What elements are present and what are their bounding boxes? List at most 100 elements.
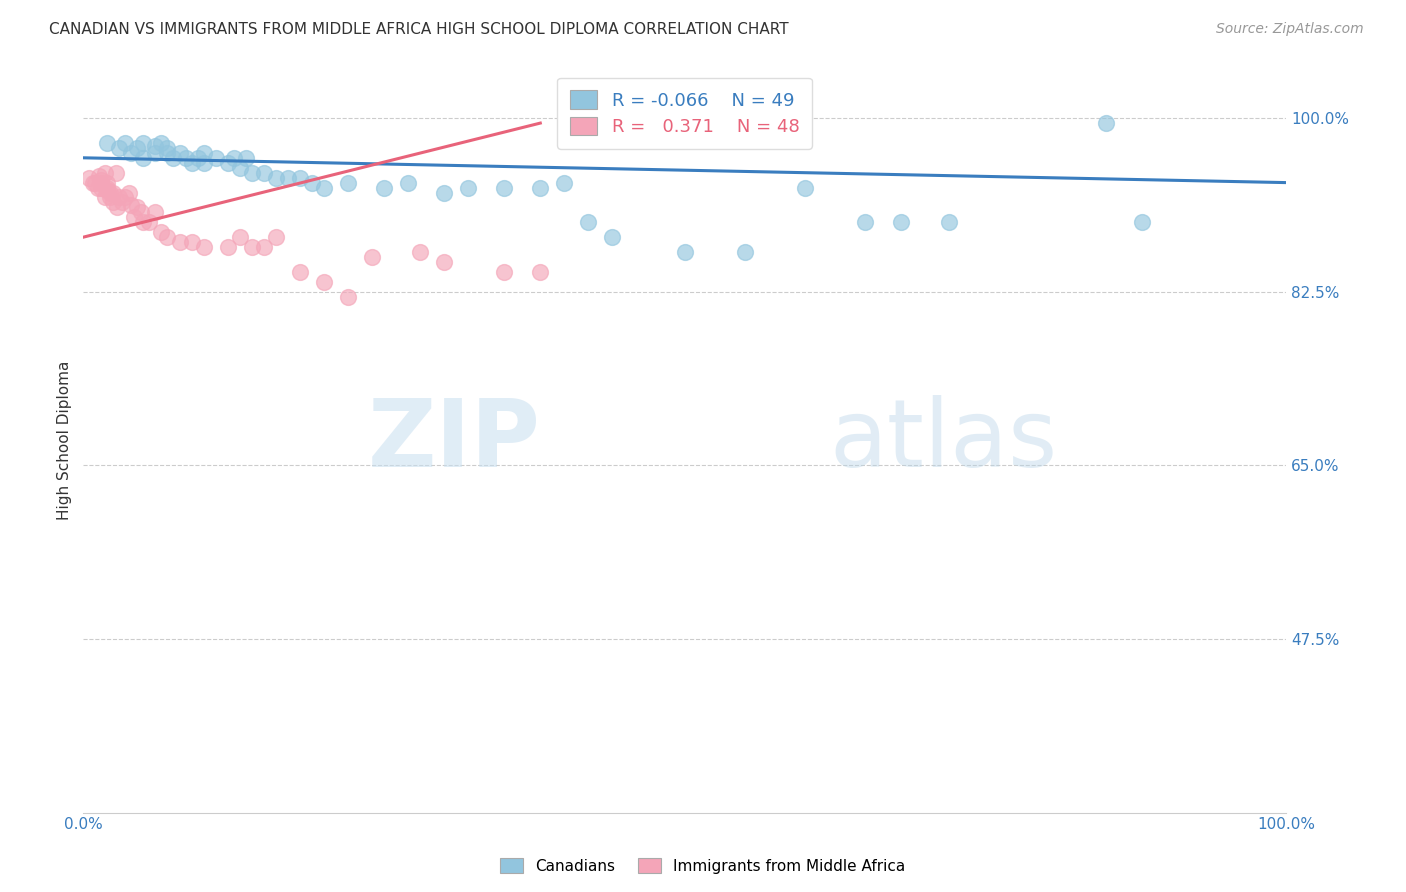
- Point: [132, 215, 155, 229]
- Point: [673, 245, 696, 260]
- Point: [145, 139, 167, 153]
- Point: [193, 145, 215, 160]
- Point: [553, 176, 575, 190]
- Point: [433, 255, 456, 269]
- Point: [156, 145, 179, 160]
- Point: [336, 290, 359, 304]
- Point: [1094, 116, 1116, 130]
- Point: [240, 240, 263, 254]
- Point: [240, 166, 263, 180]
- Point: [253, 166, 276, 180]
- Point: [129, 205, 152, 219]
- Point: [890, 215, 912, 229]
- Point: [264, 170, 287, 185]
- Point: [114, 136, 136, 150]
- Point: [529, 265, 551, 279]
- Point: [104, 166, 127, 180]
- Text: CANADIAN VS IMMIGRANTS FROM MIDDLE AFRICA HIGH SCHOOL DIPLOMA CORRELATION CHART: CANADIAN VS IMMIGRANTS FROM MIDDLE AFRIC…: [49, 22, 789, 37]
- Point: [217, 155, 239, 169]
- Point: [336, 176, 359, 190]
- Point: [96, 136, 118, 150]
- Point: [114, 190, 136, 204]
- Point: [145, 145, 167, 160]
- Point: [111, 195, 134, 210]
- Point: [734, 245, 756, 260]
- Point: [145, 205, 167, 219]
- Point: [120, 198, 142, 212]
- Point: [361, 250, 384, 264]
- Point: [494, 180, 516, 194]
- Point: [150, 225, 173, 239]
- Point: [494, 265, 516, 279]
- Point: [79, 170, 101, 185]
- Point: [127, 141, 149, 155]
- Point: [204, 151, 226, 165]
- Point: [105, 201, 128, 215]
- Point: [120, 145, 142, 160]
- Point: [433, 186, 456, 200]
- Point: [312, 180, 335, 194]
- Point: [187, 151, 209, 165]
- Y-axis label: High School Diploma: High School Diploma: [58, 361, 72, 520]
- Point: [94, 166, 117, 180]
- Point: [288, 170, 311, 185]
- Point: [457, 180, 479, 194]
- Point: [235, 151, 257, 165]
- Point: [103, 186, 125, 200]
- Point: [222, 151, 245, 165]
- Point: [264, 230, 287, 244]
- Text: atlas: atlas: [830, 394, 1057, 486]
- Point: [1130, 215, 1153, 229]
- Point: [118, 186, 141, 200]
- Point: [180, 155, 202, 169]
- Point: [312, 275, 335, 289]
- Point: [138, 215, 160, 229]
- Point: [193, 155, 215, 169]
- Point: [253, 240, 276, 254]
- Point: [84, 176, 107, 190]
- Point: [98, 186, 121, 200]
- Point: [193, 240, 215, 254]
- Point: [162, 151, 184, 165]
- Point: [217, 240, 239, 254]
- Point: [180, 235, 202, 249]
- Point: [301, 176, 323, 190]
- Point: [96, 176, 118, 190]
- Point: [98, 190, 121, 204]
- Point: [96, 180, 118, 194]
- Point: [373, 180, 395, 194]
- Point: [853, 215, 876, 229]
- Point: [108, 141, 131, 155]
- Point: [228, 230, 250, 244]
- Point: [169, 145, 191, 160]
- Point: [122, 211, 145, 225]
- Point: [169, 235, 191, 249]
- Point: [578, 215, 600, 229]
- Point: [103, 195, 125, 210]
- Point: [127, 201, 149, 215]
- Point: [96, 182, 118, 196]
- Point: [82, 176, 104, 190]
- Point: [602, 230, 624, 244]
- Point: [156, 141, 179, 155]
- Point: [156, 230, 179, 244]
- Point: [793, 180, 815, 194]
- Point: [94, 190, 117, 204]
- Point: [529, 180, 551, 194]
- Point: [174, 151, 197, 165]
- Legend: R = -0.066    N = 49, R =   0.371    N = 48: R = -0.066 N = 49, R = 0.371 N = 48: [557, 78, 811, 149]
- Text: ZIP: ZIP: [367, 394, 540, 486]
- Point: [396, 176, 419, 190]
- Point: [90, 180, 112, 194]
- Point: [288, 265, 311, 279]
- Text: Source: ZipAtlas.com: Source: ZipAtlas.com: [1216, 22, 1364, 37]
- Point: [87, 169, 110, 183]
- Point: [277, 170, 299, 185]
- Point: [87, 180, 110, 194]
- Point: [228, 161, 250, 175]
- Point: [90, 172, 112, 186]
- Point: [409, 245, 432, 260]
- Point: [132, 151, 155, 165]
- Point: [938, 215, 960, 229]
- Point: [150, 136, 173, 150]
